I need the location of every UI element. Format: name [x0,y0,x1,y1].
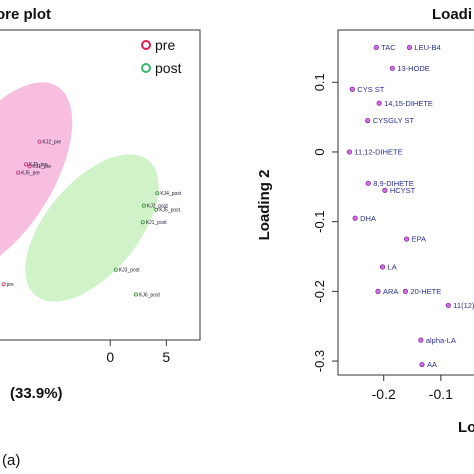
loading-y-tick-label: 0 [312,148,327,155]
loading-point [406,44,413,51]
loading-point-label: 13-HODE [397,64,430,73]
score-point-label: KJ6_post [139,292,160,298]
ellipse-pre [0,82,73,274]
loading-plot-frame [337,29,474,376]
legend-post-marker [141,63,151,73]
score-point [1,282,6,287]
loading-point [365,118,371,124]
loading-y-tick-label: -0.3 [312,350,327,372]
loading-point [445,302,451,308]
loading-plot-panel: Loadi 0.1 0 -0.1 -0.2 -0.3 -0.2 -0.1 TAC LEU-B… [256,6,474,436]
loading-point-label: DHA [360,214,376,223]
loading-points: TAC LEU-B4 13-HODE CYS ST 14,15-DIHETE CYSGLY… [346,43,474,369]
score-legend: pre post [141,37,182,76]
loading-point [373,44,379,51]
score-point-label: KJ4_post [160,191,181,197]
score-point [16,170,21,175]
score-point [37,139,42,144]
loading-point-label: TAC [381,43,396,52]
loading-y-axis: 0.1 0 -0.1 -0.2 -0.3 [312,73,338,372]
loading-point [389,65,395,71]
score-point [141,203,146,208]
score-point-label: KJ2_post [147,203,168,209]
loading-point-label: CYS ST [357,85,385,94]
score-ellipses [0,82,159,302]
loading-point [376,100,382,106]
score-point-label: KJ1_post [146,220,167,226]
loading-point [382,187,388,193]
loading-point-label: EPA [412,235,426,244]
score-x-axis-label: (33.9%) [10,385,63,402]
loading-point-label: 14,15-DIHETE [384,99,433,108]
loading-plot-title: Loadi [432,6,472,23]
score-point [24,162,29,167]
loading-point-label: 11(12) [453,301,474,310]
score-point [134,292,139,297]
loading-point [375,288,381,294]
score-point [140,220,145,225]
score-point-label: KJ2_pre [43,139,62,145]
score-x-tick-label: 5 [162,349,170,365]
loading-point [365,180,371,186]
score-point-label: KJ5_pre [21,170,40,176]
loading-point-label: AA [427,360,437,369]
loading-x-tick-label: -0.1 [429,386,453,402]
legend-post-label: post [155,60,182,76]
score-point [27,164,32,169]
score-point-label: KJ5_post [159,208,180,214]
score-point-label: KJ3_pre [29,162,48,168]
score-point [113,267,118,272]
score-point [155,191,160,196]
figure-caption: (a) [2,452,20,469]
legend-pre-label: pre [155,37,175,53]
loading-y-axis-label: Loading 2 [256,170,273,241]
legend-pre-marker [141,40,151,50]
loading-point [349,86,355,92]
score-point-label: pre [7,282,14,288]
loading-point [403,236,410,242]
loading-point-label: CYSGLY ST [373,116,415,125]
loading-y-tick-label: 0.1 [312,73,327,91]
loading-point-label: alpha-LA [426,336,456,345]
ellipse-post [25,154,159,302]
loading-point-label: ARA [383,287,398,296]
loading-x-axis: -0.2 -0.1 [372,375,453,402]
score-point [154,207,159,212]
loading-x-tick-label: -0.2 [372,386,396,402]
loading-point-label: HCYST [390,186,416,195]
loading-point-label: 20-HETE [410,287,441,296]
loading-x-axis-label: Lo [458,419,474,436]
loading-point [402,288,409,294]
loading-point [346,149,353,155]
loading-point [379,264,386,270]
score-plot-title: ore plot [0,6,51,23]
score-plot-panel: ore plot KJ2_preKJ3_preKJ1_preKJ5_prepre… [0,6,201,402]
score-plot-frame [0,29,201,341]
loading-point-label: LA [388,263,397,272]
loading-point [352,215,358,221]
loading-point [418,337,424,343]
loading-point-label: 8,9-DIHETE [373,179,413,188]
loading-point-label: 11,12-DIHETE [354,148,402,157]
loading-point [419,361,425,368]
score-point-label: KJ1_pre [32,164,51,170]
loading-y-tick-label: -0.1 [312,210,327,232]
score-point-label: KJ3_post [119,268,140,274]
loading-y-tick-label: -0.2 [312,280,327,302]
score-x-tick-label: 0 [106,349,114,365]
loading-point-label: LEU-B4 [414,43,440,52]
